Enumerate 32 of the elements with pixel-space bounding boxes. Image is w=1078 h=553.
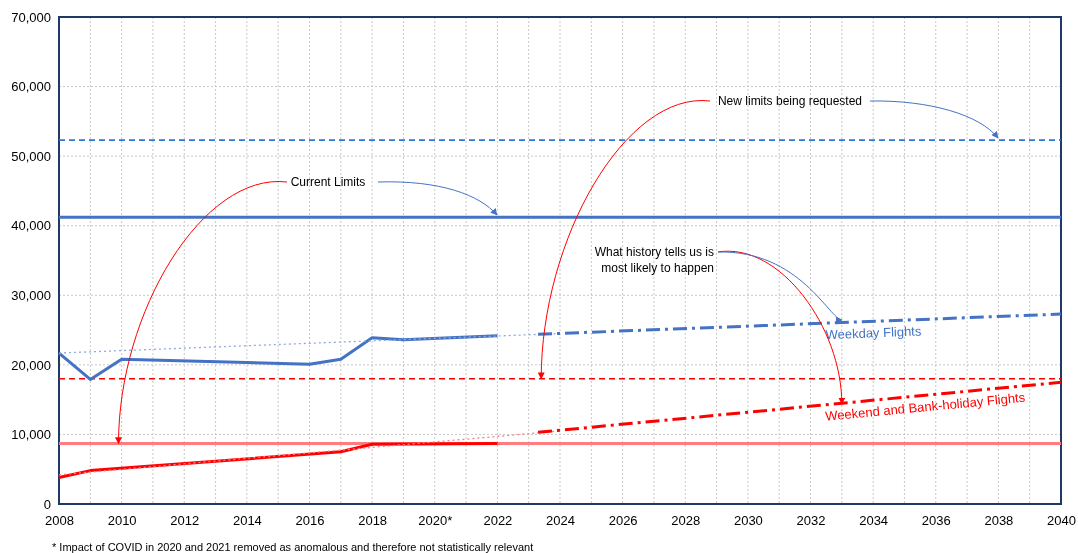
text: Weekend and Bank-holiday Flights [824, 389, 1027, 424]
y-tick-label: 70,000 [11, 9, 51, 25]
x-tick-label: 2008 [45, 513, 74, 529]
y-tick-label: 60,000 [11, 79, 51, 95]
x-tick-label: 2026 [608, 513, 638, 529]
x-tick-label: 2016 [295, 513, 325, 529]
x-tick-label: 2024 [546, 513, 575, 529]
x-tick-label: 2014 [232, 513, 262, 529]
x-tick-label: 2010 [107, 513, 137, 529]
y-tick-label: 20,000 [11, 357, 51, 373]
x-tick-label: 2022 [483, 513, 513, 529]
x-tick-label: 2030 [733, 513, 763, 529]
x-tick-label: 2012 [170, 513, 200, 529]
x-tick-label: 2036 [921, 513, 951, 529]
x-tick-label: 2038 [984, 513, 1014, 529]
x-tick-label: 2034 [859, 513, 889, 529]
y-tick-label: 50,000 [11, 148, 51, 164]
text: * Impact of COVID in 2020 and 2021 removed as anomalous and therefore not statistically relevant [52, 541, 534, 553]
x-tick-label: 2018 [358, 513, 388, 529]
x-tick-label: 2040 [1047, 513, 1076, 529]
y-tick-label: 40,000 [11, 218, 51, 234]
y-tick-label: 30,000 [11, 287, 51, 303]
y-tick-label: 10,000 [11, 427, 51, 443]
x-tick-label: 2028 [671, 513, 701, 529]
y-tick-label: 0 [43, 496, 51, 512]
annotation: New limits being requested [717, 94, 863, 108]
line-series [57, 334, 499, 381]
annotation: Current Limits [290, 175, 366, 189]
annotation: What history tells us is most likely to happen [594, 245, 714, 275]
series-label: Weekday Flights [825, 323, 923, 343]
x-tick-label: 2020* [418, 513, 453, 529]
x-tick-label: 2032 [796, 513, 826, 529]
